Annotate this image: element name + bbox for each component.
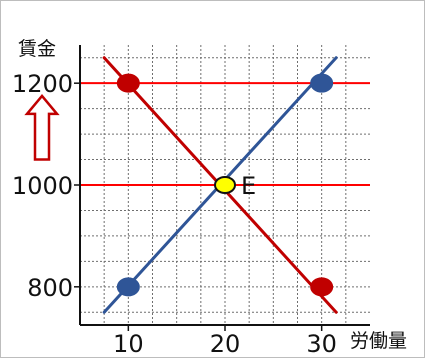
- data-point: [310, 277, 334, 297]
- up-arrow-icon: [24, 93, 60, 161]
- x-tick-label: 20: [210, 330, 241, 358]
- equilibrium-label: E: [241, 172, 256, 200]
- x-tick-label: 10: [113, 330, 144, 358]
- data-point: [310, 73, 334, 93]
- x-axis-title: 労働量: [350, 330, 407, 352]
- annotations-layer: [24, 93, 60, 161]
- y-tick-label: 1200: [12, 70, 73, 98]
- y-tick-label: 1000: [12, 172, 73, 200]
- data-point: [116, 277, 140, 297]
- x-tick-label: 30: [306, 330, 337, 358]
- points-layer: [116, 73, 334, 297]
- axes-layer: [74, 45, 370, 331]
- data-point: [116, 73, 140, 93]
- equilibrium-point: [214, 176, 236, 194]
- y-axis-title: 賃金: [18, 38, 56, 60]
- y-tick-label: 800: [27, 274, 73, 302]
